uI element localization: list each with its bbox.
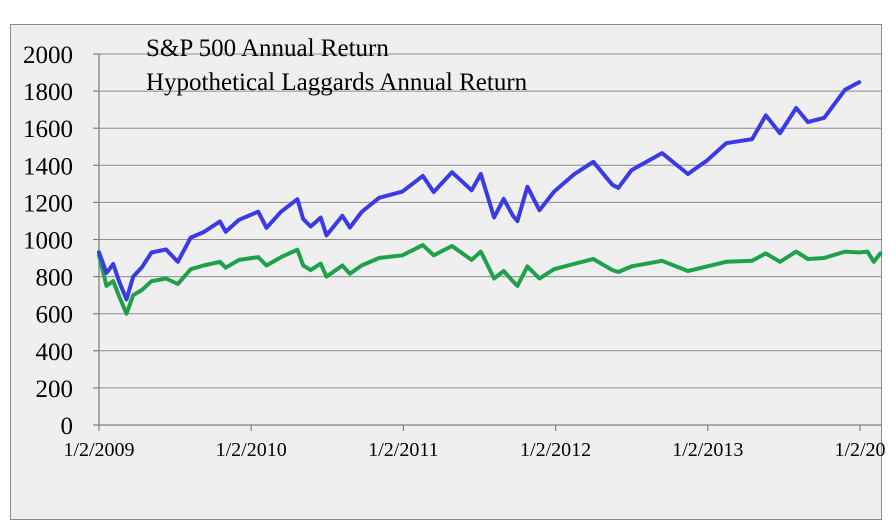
series-line-sp500 (97, 80, 862, 302)
x-tick-label: 1/2/2009 (63, 439, 134, 461)
series-line-laggards (97, 243, 883, 316)
y-tick-label: 1200 (23, 190, 73, 217)
y-tick-label: 1000 (23, 228, 73, 255)
y-tick-label: 1600 (23, 116, 73, 143)
legend-entry-laggards: Hypothetical Laggards Annual Return (146, 69, 528, 96)
x-tick-label: 1/2/2010 (216, 439, 287, 461)
y-tick-label: 1400 (23, 153, 73, 180)
y-tick-label: 600 (36, 302, 74, 329)
x-tick-label: 1/2/2012 (520, 439, 591, 461)
x-tick-label: 1/2/20 (834, 439, 885, 461)
y-tick-label: 800 (36, 265, 74, 292)
y-axis-ticks: 0 200 400 600 800 1000 1200 1400 1600 1800 2000 (23, 42, 99, 440)
series-lines (97, 80, 883, 316)
y-tick-label: 0 (61, 413, 74, 440)
x-axis-ticks: 1/2/2009 1/2/2010 1/2/2011 1/2/2012 1/2/2013… (63, 425, 886, 461)
y-tick-label: 1800 (23, 79, 73, 106)
y-tick-label: 2000 (23, 42, 73, 69)
y-tick-label: 200 (36, 376, 74, 403)
x-tick-label: 1/2/2013 (672, 439, 743, 461)
gridlines (99, 53, 881, 426)
x-tick-label: 1/2/2011 (368, 439, 438, 461)
y-tick-label: 400 (36, 339, 74, 366)
legend: S&P 500 Annual Return Hypothetical Lagga… (146, 35, 528, 96)
chart-area (10, 24, 882, 520)
legend-entry-sp500: S&P 500 Annual Return (146, 35, 389, 62)
